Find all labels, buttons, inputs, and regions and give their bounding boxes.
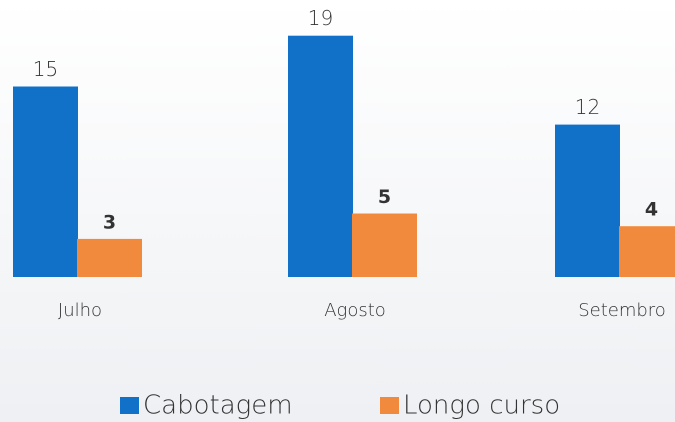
legend-label: Longo curso: [403, 391, 560, 421]
bar: [288, 35, 353, 278]
x-tick-label: Agosto: [324, 300, 386, 321]
legend-swatch: [380, 397, 399, 414]
data-label: 5: [378, 186, 391, 208]
bar: [77, 238, 142, 277]
data-label: 19: [308, 6, 333, 30]
data-label: 4: [645, 199, 658, 221]
data-label: 3: [103, 211, 116, 233]
legend-swatch: [120, 397, 139, 414]
legend-label: Cabotagem: [143, 391, 293, 421]
x-tick-label: Setembro: [578, 300, 666, 321]
bar: [555, 124, 620, 277]
bar: [619, 226, 675, 277]
bar: [352, 213, 417, 277]
data-label: 15: [33, 57, 58, 81]
bar: [13, 86, 78, 277]
data-label: 12: [575, 95, 600, 119]
x-tick-label: Julho: [58, 300, 102, 321]
